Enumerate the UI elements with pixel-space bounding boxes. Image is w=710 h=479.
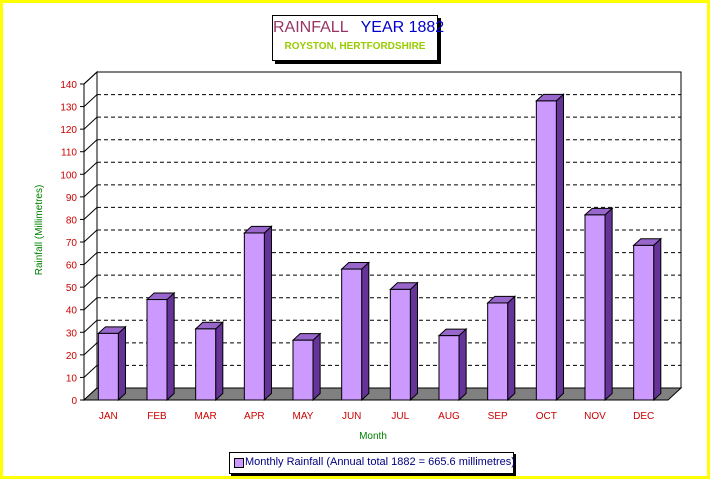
y-axis-label: Rainfall (Millimetres) (34, 185, 45, 276)
bar (437, 327, 468, 402)
bar (389, 281, 419, 402)
y-tick-label: 60 (66, 261, 78, 272)
bar-side (263, 225, 272, 402)
y-tick-label: 110 (61, 148, 77, 159)
floor-panel (82, 387, 683, 401)
x-tick-label: NOV (584, 411, 606, 422)
bar-front (438, 335, 460, 401)
bar-front (487, 302, 509, 401)
bar-front (341, 268, 363, 401)
y-tick-label: 90 (66, 193, 78, 204)
gridline-depth (83, 116, 98, 130)
bar-side (117, 325, 126, 402)
y-tick-label: 140 (60, 80, 77, 91)
gridline-depth (83, 365, 98, 378)
bar-front (292, 339, 314, 401)
bar (291, 332, 322, 402)
x-tick-label: JUL (391, 411, 409, 422)
bar-side (555, 93, 564, 402)
x-tick-label: DEC (633, 411, 654, 422)
bar-side (361, 261, 370, 402)
gridline-depth (83, 319, 98, 333)
x-tick-label: FEB (147, 411, 167, 422)
gridline-depth (83, 94, 98, 107)
gridline-depth (83, 139, 98, 153)
bar-front (146, 299, 168, 401)
x-axis-label: Month (359, 431, 387, 442)
gridline-depth (83, 161, 98, 175)
legend: Monthly Rainfall (Annual total 1882 = 66… (229, 452, 515, 474)
bar-front (535, 100, 557, 401)
y-tick-label: 0 (71, 396, 77, 407)
x-tick-label: AUG (438, 411, 460, 422)
bar-side (604, 207, 613, 402)
gridline-depth (83, 342, 98, 356)
legend-label: Monthly Rainfall (Annual total 1882 = 66… (245, 456, 515, 468)
bars (97, 93, 663, 402)
x-tick-label: OCT (536, 411, 557, 422)
chart-title-box: RAINFALL YEAR 1882 ROYSTON, HERTFORDSHIRE (272, 15, 444, 61)
bar-front (584, 214, 606, 401)
bar-front (195, 328, 217, 401)
x-tick-label: JUN (342, 411, 361, 422)
bar-front (243, 232, 265, 401)
gridlines (83, 71, 681, 378)
bar (243, 225, 273, 402)
gridline-depth (83, 297, 98, 311)
y-tick-label: 130 (60, 103, 77, 114)
y-tick-labels: 0 10 20 30 40 50 60 70 80 90 100 110 120 130 140 (60, 80, 77, 407)
bar-side (458, 327, 467, 402)
y-tick-label: 40 (66, 306, 78, 317)
bar (583, 207, 614, 402)
bar-front (389, 288, 411, 401)
chart-subtitle: ROYSTON, HERTFORDSHIRE (284, 41, 426, 52)
x-tick-label: JAN (99, 411, 118, 422)
x-tick-label: MAY (293, 411, 314, 422)
y-tick-label: 80 (66, 215, 78, 226)
bar-side (215, 321, 224, 402)
bar (194, 321, 225, 402)
gridline-depth (83, 274, 98, 288)
bar (535, 93, 565, 402)
bar (145, 291, 176, 402)
gridline-depth (83, 184, 98, 198)
y-tick-label: 20 (66, 351, 78, 362)
bar-side (653, 237, 662, 402)
legend-swatch (234, 458, 244, 468)
y-tick-label: 70 (66, 238, 78, 249)
chart-title-line: RAINFALL YEAR 1882 (273, 19, 444, 37)
bar (97, 325, 127, 402)
gridline-depth (83, 207, 98, 220)
bar-front (633, 244, 655, 401)
y-tick-label: 30 (66, 328, 78, 339)
chart-title: RAINFALL (273, 19, 349, 36)
bar (340, 261, 371, 402)
bar-front (97, 332, 119, 401)
x-tick-label: APR (244, 411, 265, 422)
y-tick-label: 50 (66, 283, 78, 294)
bar-side (409, 281, 418, 402)
gridline-depth (83, 252, 98, 265)
bar-side (312, 332, 321, 402)
bar (486, 295, 517, 402)
x-tick-label: SEP (488, 411, 508, 422)
bar-side (166, 291, 175, 402)
axes (80, 83, 85, 401)
bar (632, 237, 663, 402)
chart-title-year: YEAR 1882 (360, 19, 445, 36)
x-tick-label: MAR (195, 411, 217, 422)
x-tick-labels: JAN FEB MAR APR MAY JUN JUL AUG SEP OCT NOV DEC (99, 411, 654, 422)
gridline-depth (83, 229, 98, 243)
gridline-depth (83, 71, 98, 85)
y-tick-label: 120 (60, 125, 77, 136)
floor (82, 387, 683, 401)
y-tick-label: 10 (66, 373, 78, 384)
y-tick-label: 100 (60, 170, 77, 181)
bar-side (507, 295, 516, 402)
